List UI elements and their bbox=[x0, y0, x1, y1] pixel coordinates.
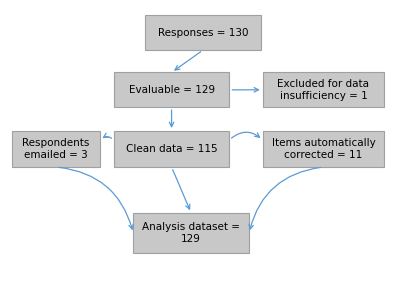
Text: Responses = 130: Responses = 130 bbox=[158, 28, 248, 38]
FancyBboxPatch shape bbox=[12, 131, 100, 167]
FancyBboxPatch shape bbox=[263, 131, 384, 167]
FancyArrowPatch shape bbox=[104, 133, 112, 138]
Text: Clean data = 115: Clean data = 115 bbox=[126, 144, 217, 154]
FancyArrowPatch shape bbox=[249, 167, 321, 229]
FancyBboxPatch shape bbox=[114, 72, 230, 107]
Text: Excluded for data
insufficiency = 1: Excluded for data insufficiency = 1 bbox=[278, 79, 370, 101]
Text: Analysis dataset =
129: Analysis dataset = 129 bbox=[142, 222, 240, 244]
Text: Respondents
emailed = 3: Respondents emailed = 3 bbox=[22, 138, 90, 160]
FancyBboxPatch shape bbox=[114, 131, 230, 167]
Text: Items automatically
corrected = 11: Items automatically corrected = 11 bbox=[272, 138, 375, 160]
FancyArrowPatch shape bbox=[59, 167, 133, 229]
FancyBboxPatch shape bbox=[263, 72, 384, 107]
Text: Evaluable = 129: Evaluable = 129 bbox=[128, 85, 215, 95]
FancyBboxPatch shape bbox=[133, 213, 249, 253]
FancyBboxPatch shape bbox=[145, 15, 261, 50]
FancyArrowPatch shape bbox=[232, 132, 260, 138]
